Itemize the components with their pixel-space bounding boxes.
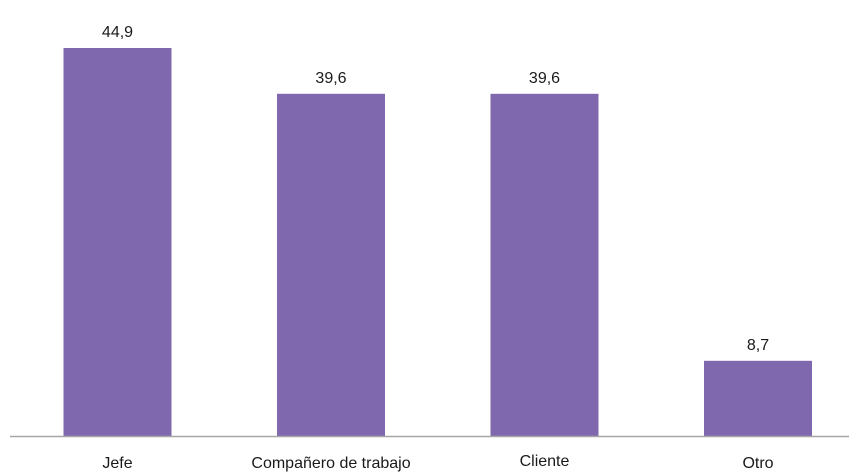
category-label-cliente: Cliente: [520, 453, 570, 470]
category-label-jefe: Jefe: [102, 455, 132, 472]
category-label-otro: Otro: [742, 455, 773, 472]
category-labels-group: Jefe Compañero de trabajo Cliente Otro: [102, 453, 773, 472]
bar-jefe: [63, 48, 172, 436]
value-label-cliente: 39,6: [529, 70, 560, 87]
value-label-companero-de-trabajo: 39,6: [315, 70, 346, 87]
category-label-companero-de-trabajo: Compañero de trabajo: [251, 455, 410, 472]
bars-group: [63, 48, 812, 437]
bar-cliente: [490, 93, 599, 437]
value-label-jefe: 44,9: [102, 24, 133, 41]
bar-otro: [704, 360, 812, 436]
value-labels-group: 44,9 39,6 39,6 8,7: [102, 24, 769, 354]
bar-companero-de-trabajo: [277, 93, 385, 437]
value-label-otro: 8,7: [747, 337, 769, 354]
